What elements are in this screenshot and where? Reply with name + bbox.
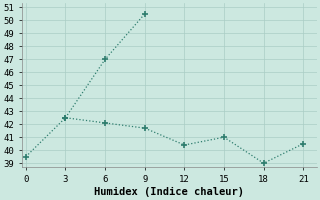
X-axis label: Humidex (Indice chaleur): Humidex (Indice chaleur)	[94, 186, 244, 197]
